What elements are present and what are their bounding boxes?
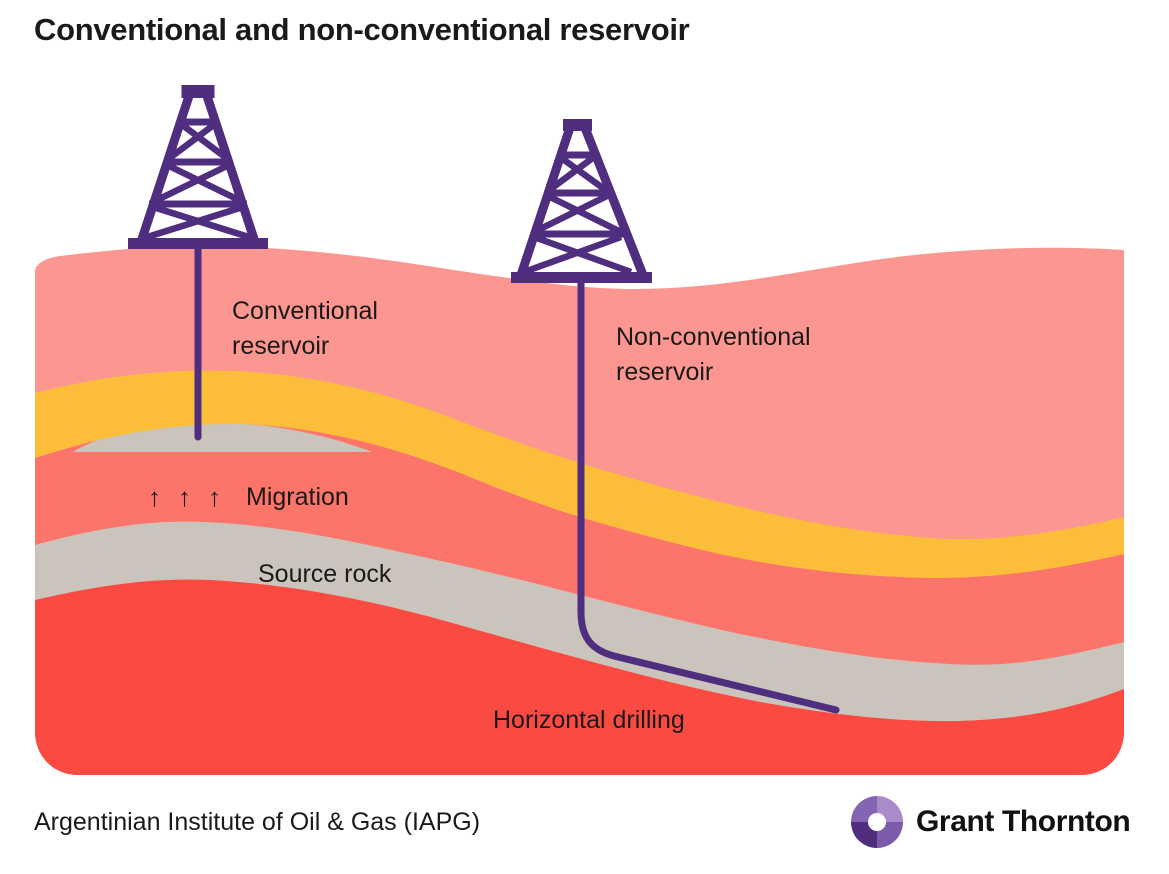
page-title: Conventional and non-conventional reserv… bbox=[34, 12, 690, 47]
derrick-icon-conventional bbox=[128, 85, 268, 249]
label-source-rock: Source rock bbox=[258, 560, 392, 588]
grant-thornton-swirl-icon bbox=[851, 796, 903, 848]
derrick-icon-nonconventional bbox=[511, 119, 652, 283]
up-arrow-icon: ↑ bbox=[148, 482, 161, 512]
label-horizontal-drilling: Horizontal drilling bbox=[493, 706, 685, 734]
label-nonconventional-reservoir: Non-conventional reservoir bbox=[616, 323, 811, 386]
up-arrow-icon: ↑ bbox=[208, 482, 221, 512]
brand-name: Grant Thornton bbox=[916, 805, 1131, 838]
migration-annotation: ↑ ↑ ↑ Migration bbox=[148, 480, 349, 515]
up-arrow-icon: ↑ bbox=[178, 482, 191, 512]
layer-basement-red bbox=[35, 579, 1124, 775]
label-conventional-reservoir: Conventional reservoir bbox=[232, 297, 378, 360]
source-attribution: Argentinian Institute of Oil & Gas (IAPG… bbox=[34, 808, 481, 836]
label-migration: Migration bbox=[246, 483, 349, 511]
brand-logo: Grant Thornton bbox=[851, 796, 1131, 848]
drill-pipe-horizontal-nonconventional bbox=[577, 279, 840, 714]
